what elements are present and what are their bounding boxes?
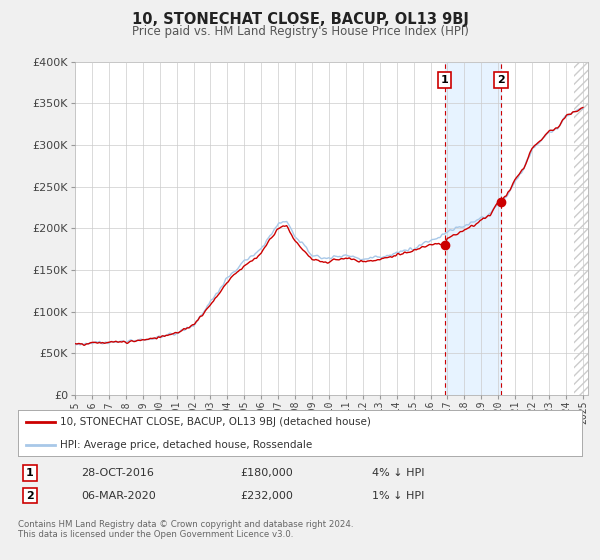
Text: 06-MAR-2020: 06-MAR-2020 [81, 491, 156, 501]
Text: 10, STONECHAT CLOSE, BACUP, OL13 9BJ (detached house): 10, STONECHAT CLOSE, BACUP, OL13 9BJ (de… [60, 417, 371, 427]
Bar [574, 62, 592, 395]
Text: £232,000: £232,000 [240, 491, 293, 501]
Text: Contains HM Land Registry data © Crown copyright and database right 2024.
This d: Contains HM Land Registry data © Crown c… [18, 520, 353, 539]
Text: 28-OCT-2016: 28-OCT-2016 [81, 468, 154, 478]
Text: 2: 2 [497, 75, 505, 85]
Text: 1: 1 [26, 468, 34, 478]
Bar [574, 62, 592, 395]
Text: 4% ↓ HPI: 4% ↓ HPI [372, 468, 425, 478]
Text: £180,000: £180,000 [240, 468, 293, 478]
Text: Price paid vs. HM Land Registry's House Price Index (HPI): Price paid vs. HM Land Registry's House … [131, 25, 469, 38]
Text: 1: 1 [441, 75, 448, 85]
Text: 10, STONECHAT CLOSE, BACUP, OL13 9BJ: 10, STONECHAT CLOSE, BACUP, OL13 9BJ [131, 12, 469, 27]
Text: 1% ↓ HPI: 1% ↓ HPI [372, 491, 424, 501]
Text: HPI: Average price, detached house, Rossendale: HPI: Average price, detached house, Ross… [60, 440, 313, 450]
Text: 2: 2 [26, 491, 34, 501]
Bar [445, 62, 501, 395]
